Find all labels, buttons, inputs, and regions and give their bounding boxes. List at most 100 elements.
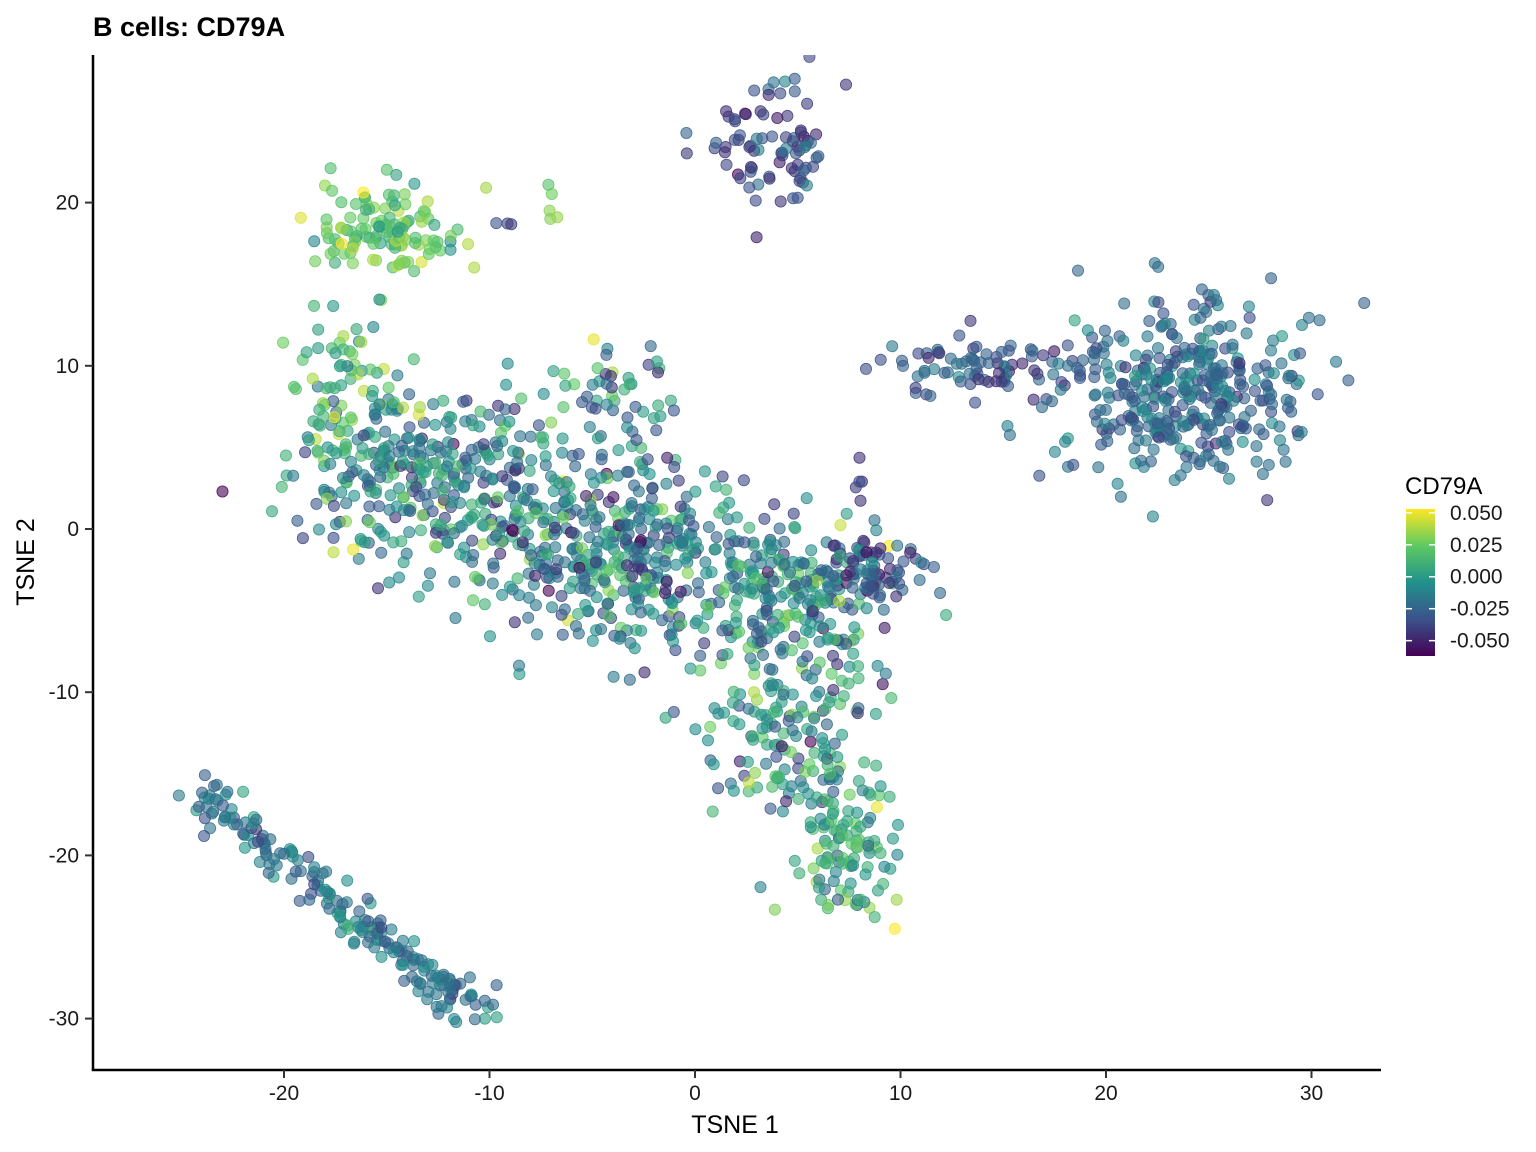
scatter-point: [1157, 307, 1170, 320]
scatter-point: [378, 529, 391, 542]
scatter-point: [755, 635, 768, 648]
scatter-point: [765, 557, 778, 570]
scatter-point: [746, 582, 759, 595]
scatter-point: [808, 712, 821, 725]
scatter-point: [362, 915, 375, 928]
y-tick-label: -30: [49, 1008, 79, 1031]
scatter-point: [626, 500, 639, 513]
scatter-point: [667, 404, 680, 417]
scatter-point: [1205, 423, 1218, 436]
scatter-point: [529, 507, 542, 520]
scatter-point: [363, 475, 376, 488]
scatter-point: [1266, 417, 1279, 430]
scatter-point: [478, 598, 491, 611]
scatter-point: [478, 492, 491, 505]
scatter-point: [382, 188, 395, 201]
scatter-point: [1276, 330, 1289, 343]
legend-colorbar: [1406, 509, 1435, 656]
scatter-point: [525, 454, 538, 467]
scatter-point: [1059, 435, 1072, 448]
scatter-point: [1116, 377, 1129, 390]
scatter-point: [827, 539, 840, 552]
scatter-point: [649, 556, 662, 569]
scatter-point: [524, 430, 537, 443]
scatter-point: [638, 666, 651, 679]
scatter-point: [756, 722, 769, 735]
scatter-point: [870, 759, 883, 772]
scatter-point: [760, 757, 773, 770]
scatter-point: [403, 526, 416, 539]
scatter-point: [413, 401, 426, 414]
scatter-point: [892, 818, 905, 831]
scatter-point: [355, 335, 368, 348]
scatter-point: [827, 570, 840, 583]
scatter-point: [917, 558, 930, 571]
scatter-point: [380, 163, 393, 176]
scatter-point: [698, 465, 711, 478]
scatter-point: [198, 812, 211, 825]
scatter-point: [445, 411, 458, 424]
scatter-point: [393, 221, 406, 234]
scatter-point: [494, 547, 507, 560]
scatter-point: [660, 477, 673, 490]
scatter-point: [743, 140, 756, 153]
scatter-point: [459, 451, 472, 464]
scatter-point: [867, 587, 880, 600]
scatter-point: [434, 518, 447, 531]
scatter-point: [547, 365, 560, 378]
scatter-point: [789, 522, 802, 535]
scatter-point: [419, 206, 432, 219]
scatter-point: [1047, 368, 1060, 381]
scatter-point: [814, 620, 827, 633]
scatter-point: [421, 579, 434, 592]
scatter-point: [387, 396, 400, 409]
scatter-point: [321, 441, 334, 454]
scatter-point: [805, 725, 818, 738]
scatter-point: [1046, 395, 1059, 408]
y-tick-label: 0: [67, 518, 79, 541]
scatter-point: [584, 498, 597, 511]
scatter-point: [508, 616, 521, 629]
scatter-point: [450, 1016, 463, 1029]
scatter-point: [591, 432, 604, 445]
scatter-point: [712, 707, 725, 720]
scatter-point: [788, 630, 801, 643]
scatter-point: [421, 195, 434, 208]
scatter-point: [600, 377, 613, 390]
scatter-point: [1027, 393, 1040, 406]
scatter-point: [659, 711, 672, 724]
scatter-point: [886, 832, 899, 845]
scatter-point: [333, 425, 346, 438]
scatter-point: [928, 363, 941, 376]
scatter-point: [312, 323, 325, 336]
scatter-point: [590, 591, 603, 604]
scatter-point: [448, 575, 461, 588]
scatter-point: [1195, 436, 1208, 449]
scatter-point: [429, 418, 442, 431]
scatter-point: [1211, 369, 1224, 382]
scatter-point: [675, 617, 688, 630]
scatter-point: [529, 569, 542, 582]
scatter-point: [546, 601, 559, 614]
scatter-point: [836, 728, 849, 741]
scatter-point: [803, 55, 816, 63]
scatter-point: [267, 853, 280, 866]
scatter-point: [1159, 394, 1172, 407]
scatter-point: [797, 781, 810, 794]
scatter-point: [397, 958, 410, 971]
scatter-point: [589, 402, 602, 415]
scatter-point: [631, 542, 644, 555]
scatter-point: [1302, 311, 1315, 324]
scatter-point: [879, 667, 892, 680]
scatter-point: [628, 642, 641, 655]
scatter-point: [330, 447, 343, 460]
scatter-point: [558, 556, 571, 569]
scatter-point: [589, 556, 602, 569]
scatter-point: [346, 257, 359, 270]
scatter-point: [528, 557, 541, 570]
scatter-point: [333, 360, 346, 373]
legend-tick-label: 0.050: [1450, 502, 1503, 525]
scatter-point: [709, 543, 722, 556]
scatter-point: [652, 399, 665, 412]
scatter-point: [739, 108, 752, 121]
